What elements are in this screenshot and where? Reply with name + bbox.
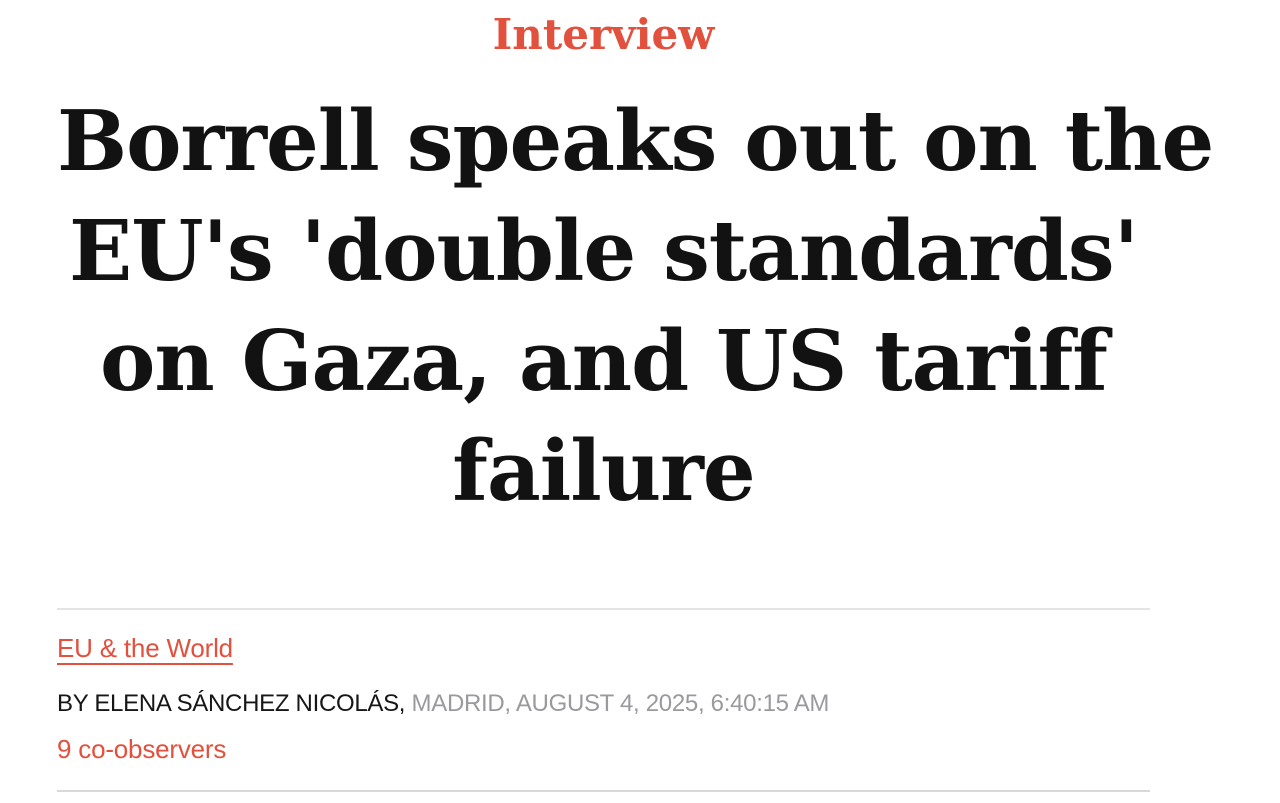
byline: BY ELENA SÁNCHEZ NICOLÁS, MADRID, AUGUST… (57, 689, 1150, 719)
bottom-divider (57, 790, 1150, 792)
co-observers-link[interactable]: 9 co-observers (57, 734, 227, 764)
top-divider (57, 608, 1150, 610)
title-line: Borrell speaks out on the (57, 92, 1214, 190)
category-link[interactable]: EU & the World (57, 633, 233, 663)
observers-row: 9 co-observers (57, 733, 1150, 770)
category-row: EU & the World (57, 632, 1150, 669)
title-line: on Gaza, and US tariff (99, 312, 1108, 410)
title-line: EU's 'double standards' (68, 202, 1139, 300)
article-title: Borrell speaks out on the EU's 'double s… (57, 86, 1214, 526)
article-kicker-link[interactable]: Interview (492, 10, 715, 59)
article-header: Interview Borrell speaks out on the EU's… (57, 10, 1214, 792)
byline-author: BY ELENA SÁNCHEZ NICOLÁS, (57, 690, 406, 717)
title-line: failure (452, 422, 755, 520)
byline-meta: MADRID, AUGUST 4, 2025, 6:40:15 AM (405, 690, 830, 717)
